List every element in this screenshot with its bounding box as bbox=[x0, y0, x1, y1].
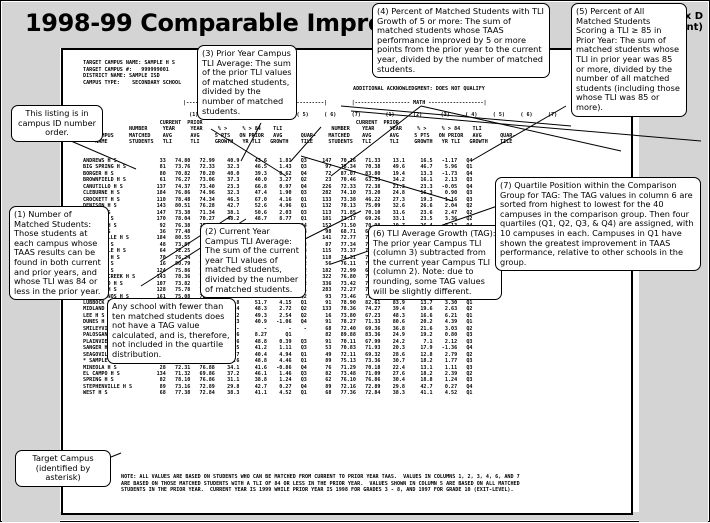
callout-target-campus: Target Campus (identified by asterisk) bbox=[15, 450, 111, 487]
callout-fewer-than-ten: Any school with fewer than ten matched s… bbox=[107, 298, 236, 364]
callout-prior-year-tli: (3) Prior Year Campus TLI Average: The s… bbox=[197, 45, 297, 121]
callout-percent-tli-85: (5) Percent of All Matched Students Scor… bbox=[571, 3, 687, 117]
target-campus-header: TARGET CAMPUS NAME: SAMPLE H S TARGET CA… bbox=[83, 60, 182, 86]
callout-tli-average-growth: (6) TLI Average Growth (TAG): The prior … bbox=[368, 225, 502, 301]
page-margin-bottom bbox=[2, 512, 708, 520]
callout-quartile-position: (7) Quartile Position within the Compari… bbox=[495, 177, 701, 272]
report-sheet: TARGET CAMPUS NAME: SAMPLE H S TARGET CA… bbox=[61, 48, 633, 515]
column-header-block: CURRENT PRIOR CURRENT PRIOR NUMBER YEAR … bbox=[95, 120, 516, 145]
callout-campus-id-order: This listing is in campus ID number orde… bbox=[11, 105, 103, 142]
callout-number-matched-students: (1) Number of Matched Students: Those st… bbox=[9, 206, 109, 301]
report-footnote: NOTE: ALL VALUES ARE BASED ON STUDENTS W… bbox=[121, 474, 520, 494]
callout-percent-growth-5: (4) Percent of Matched Students with TLI… bbox=[372, 3, 550, 79]
acknowledgment-line: ADDITIONAL ACKNOWLEDGMENT: DOES NOT QUAL… bbox=[353, 86, 485, 92]
callout-current-year-tli: (2) Current Year Campus TLI Average: The… bbox=[200, 223, 306, 299]
